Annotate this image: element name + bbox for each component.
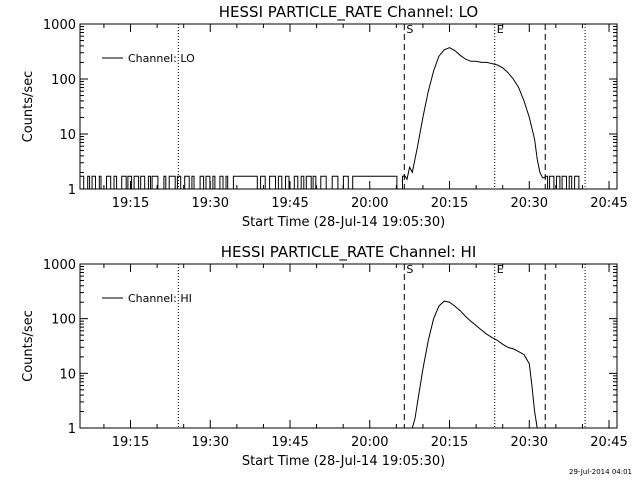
plot-frame (79, 23, 618, 190)
y-tick-label: 100 (51, 73, 76, 88)
x-tick-label: 19:45 (271, 435, 308, 450)
timestamp: 29-Jul-2014 04:01 (569, 468, 632, 476)
chart-marks: 1 10 100 1000 19:15 19:30 19:45 20:00 20:15 20:30… (43, 258, 628, 450)
x-tick-label: 20:30 (511, 435, 548, 450)
chart-title: HESSI PARTICLE_RATE Channel: LO (219, 3, 478, 22)
y-axis-label: Counts/sec (21, 71, 36, 143)
y-tick-label: 1000 (43, 258, 76, 273)
panel-lo: HESSI PARTICLE_RATE Channel: LO Counts/s… (21, 3, 628, 230)
x-tick-label: 20:15 (431, 435, 468, 450)
x-tick-label: 19:45 (271, 196, 308, 211)
x-tick-label: 19:15 (112, 196, 149, 211)
panel-hi: HESSI PARTICLE_RATE Channel: HI Counts/s… (21, 243, 628, 469)
legend-label: Channel: HI (128, 292, 192, 305)
marker-label: E (497, 263, 504, 276)
x-tick-label: 19:30 (192, 435, 229, 450)
y-tick-label: 10 (59, 367, 76, 382)
x-tick-label: 19:15 (112, 435, 149, 450)
x-axis-label: Start Time (28-Jul-14 19:05:30) (242, 215, 445, 230)
series-line (411, 300, 538, 429)
x-tick-label: 20:30 (511, 196, 548, 211)
marker-label: S (406, 263, 413, 276)
y-tick-label: 1 (68, 422, 76, 437)
marker-label: S (406, 23, 413, 36)
x-tick-label: 19:30 (192, 196, 229, 211)
x-tick-label: 20:00 (351, 435, 388, 450)
legend-label: Channel: LO (128, 52, 195, 65)
y-axis-label: Counts/sec (21, 310, 36, 382)
x-axis-label: Start Time (28-Jul-14 19:05:30) (242, 454, 445, 469)
series-line (80, 47, 583, 190)
chart-title: HESSI PARTICLE_RATE Channel: HI (221, 243, 477, 262)
y-tick-label: 10 (59, 128, 76, 143)
chart-marks: 1 10 100 1000 19:15 19:30 19:45 20:00 20:15 20:30… (43, 18, 628, 211)
x-tick-label: 20:15 (431, 196, 468, 211)
y-tick-label: 1 (68, 183, 76, 198)
marker-label: E (497, 23, 504, 36)
y-tick-label: 1000 (43, 18, 76, 33)
x-tick-label: 20:45 (590, 196, 627, 211)
y-tick-label: 100 (51, 313, 76, 328)
x-tick-label: 20:45 (590, 435, 627, 450)
plot-frame (79, 263, 618, 429)
x-tick-label: 20:00 (351, 196, 388, 211)
